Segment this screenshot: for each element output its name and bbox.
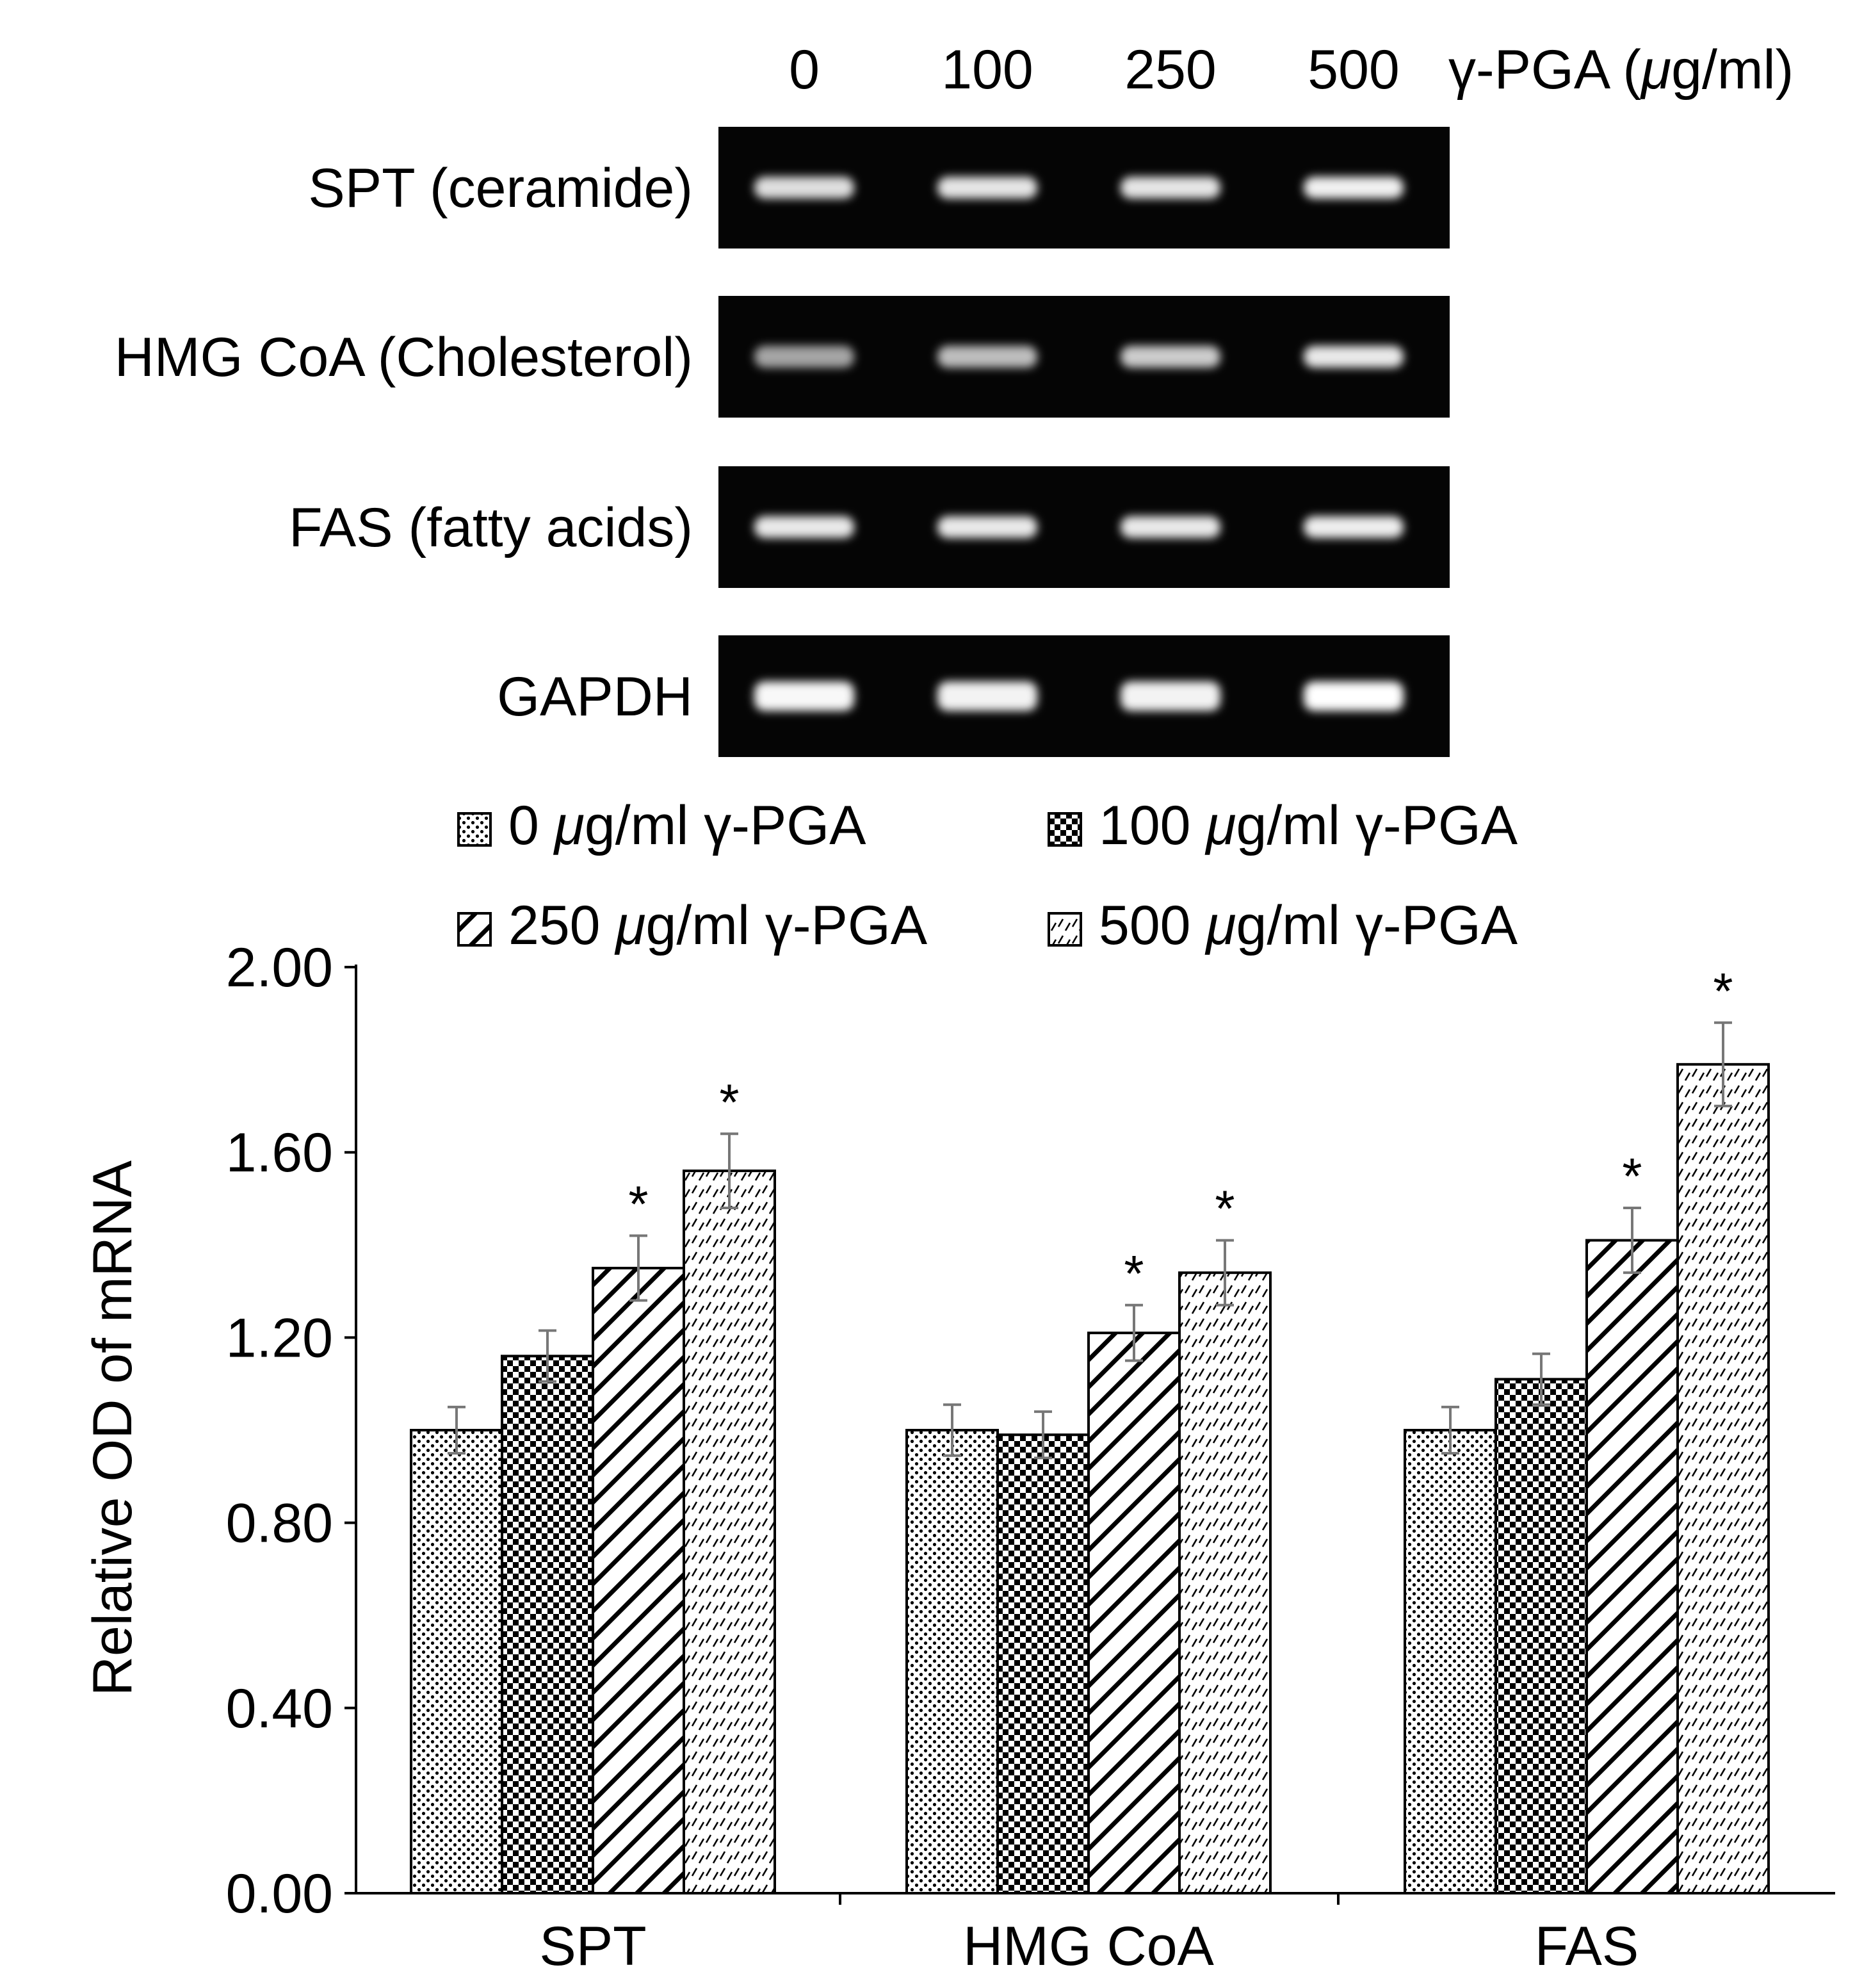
y-axis-ticks: 0.00 0.40 0.80 1.20 1.60 2.00 (226, 937, 356, 1925)
significance-marker: * (1215, 1180, 1235, 1237)
legend-label: 250 μg/ml γ-PGA (508, 895, 928, 956)
x-axis-ticks: SPT HMG CoA FAS (539, 1893, 1639, 1977)
chart-bars: * * * * * * (410, 963, 1770, 1895)
bar (501, 1355, 594, 1895)
gel-dose-unit-label: γ-PGA (μg/ml) (1448, 39, 1794, 101)
y-tick-label: 1.60 (226, 1122, 333, 1184)
bar (1087, 1332, 1181, 1894)
bar (1178, 1271, 1272, 1895)
gel-band (1304, 516, 1404, 538)
y-axis-label: Relative OD of mRNA (82, 1160, 143, 1696)
significance-marker: * (1713, 963, 1733, 1020)
significance-marker: * (1622, 1148, 1642, 1205)
legend-label: 0 μg/ml γ-PGA (508, 795, 866, 856)
bar (410, 1429, 503, 1894)
legend-swatch (457, 912, 492, 947)
gel-band (1121, 177, 1220, 199)
legend-swatch (1048, 812, 1082, 847)
bar (996, 1433, 1090, 1894)
gel-band (1304, 681, 1404, 711)
gel-row-label: SPT (ceramide) (308, 158, 693, 219)
gel-band (754, 346, 854, 368)
bar (1494, 1378, 1588, 1894)
gel-blot: SPT (ceramide) HMG CoA (Cholesterol) FAS (… (115, 127, 1450, 757)
gel-band (1121, 516, 1220, 538)
y-tick-label: 0.80 (226, 1493, 333, 1554)
gel-row-label: GAPDH (497, 666, 693, 728)
gel-dose-0: 0 (789, 39, 820, 101)
gel-dose-header: 0 100 250 500 (789, 39, 1400, 101)
gel-band (937, 516, 1037, 538)
x-category-label: SPT (539, 1916, 646, 1977)
gel-band (937, 177, 1037, 199)
gel-band (754, 177, 854, 199)
legend-label: 500 μg/ml γ-PGA (1099, 895, 1518, 956)
significance-marker: * (628, 1175, 648, 1232)
gel-band (1121, 346, 1220, 368)
x-category-label: FAS (1535, 1916, 1639, 1977)
legend-label: 100 μg/ml γ-PGA (1099, 795, 1518, 856)
gel-band (1304, 177, 1404, 199)
y-tick-label: 2.00 (226, 937, 333, 998)
gel-dose-250: 250 (1124, 39, 1217, 101)
y-tick-label: 0.40 (226, 1678, 333, 1739)
gel-band (937, 346, 1037, 368)
gel-band (754, 516, 854, 538)
bar (1404, 1429, 1497, 1894)
legend-swatch (1048, 912, 1082, 947)
gel-band (754, 681, 854, 711)
gel-band (937, 681, 1037, 711)
gel-row-label: FAS (fatty acids) (289, 497, 693, 558)
significance-marker: * (719, 1073, 739, 1130)
bar (1676, 1063, 1770, 1894)
significance-marker: * (1124, 1245, 1144, 1302)
y-tick-label: 1.20 (226, 1307, 333, 1369)
bar (1585, 1239, 1679, 1894)
chart-legend: 0 μg/ml γ-PGA 100 μg/ml γ-PGA 250 μg/ml γ-… (457, 795, 1518, 956)
gel-dose-500: 500 (1308, 39, 1400, 101)
y-tick-label: 0.00 (226, 1863, 333, 1925)
gel-band (1121, 681, 1220, 711)
bar (683, 1169, 776, 1894)
gel-band (1304, 346, 1404, 368)
legend-swatch (457, 812, 492, 847)
gel-dose-100: 100 (941, 39, 1033, 101)
bar (592, 1266, 685, 1894)
bar (905, 1429, 999, 1894)
x-category-label: HMG CoA (963, 1916, 1214, 1977)
gel-row-label: HMG CoA (Cholesterol) (115, 327, 693, 388)
